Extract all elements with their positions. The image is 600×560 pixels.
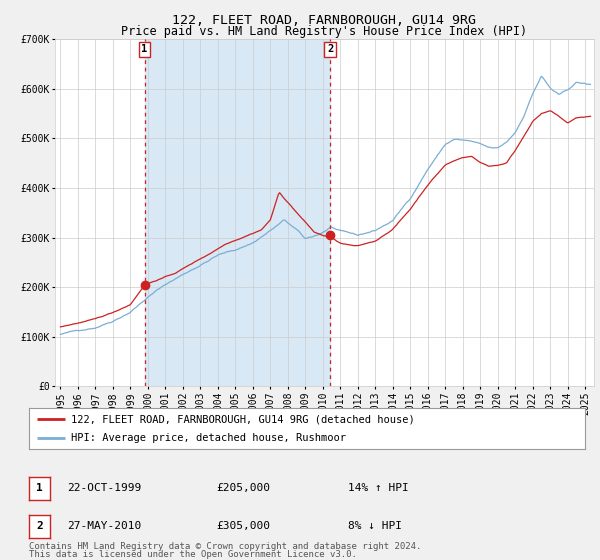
Text: 1: 1: [142, 44, 148, 54]
Text: £305,000: £305,000: [216, 521, 270, 531]
Text: 122, FLEET ROAD, FARNBOROUGH, GU14 9RG (detached house): 122, FLEET ROAD, FARNBOROUGH, GU14 9RG (…: [71, 414, 414, 424]
Text: This data is licensed under the Open Government Licence v3.0.: This data is licensed under the Open Gov…: [29, 550, 356, 559]
Text: 2: 2: [327, 44, 333, 54]
Text: Price paid vs. HM Land Registry's House Price Index (HPI): Price paid vs. HM Land Registry's House …: [121, 25, 527, 38]
Text: 14% ↑ HPI: 14% ↑ HPI: [348, 483, 409, 493]
Text: £205,000: £205,000: [216, 483, 270, 493]
Bar: [145, 39, 330, 386]
Text: 1: 1: [36, 483, 43, 493]
Text: HPI: Average price, detached house, Rushmoor: HPI: Average price, detached house, Rush…: [71, 433, 346, 443]
Text: 2: 2: [36, 521, 43, 531]
Text: 22-OCT-1999: 22-OCT-1999: [67, 483, 142, 493]
Text: 8% ↓ HPI: 8% ↓ HPI: [348, 521, 402, 531]
Text: 27-MAY-2010: 27-MAY-2010: [67, 521, 142, 531]
Text: Contains HM Land Registry data © Crown copyright and database right 2024.: Contains HM Land Registry data © Crown c…: [29, 542, 421, 551]
Text: 122, FLEET ROAD, FARNBOROUGH, GU14 9RG: 122, FLEET ROAD, FARNBOROUGH, GU14 9RG: [172, 14, 476, 27]
